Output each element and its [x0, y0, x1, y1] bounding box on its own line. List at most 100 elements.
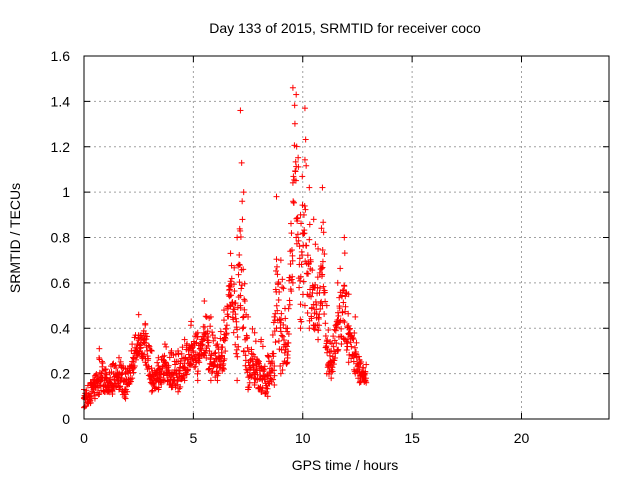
data-point: [241, 297, 248, 304]
data-point: [240, 347, 247, 354]
data-point: [258, 336, 265, 343]
data-point: [345, 310, 352, 317]
data-point: [236, 279, 243, 286]
data-point: [200, 336, 207, 343]
data-point: [241, 280, 248, 287]
x-tick-label: 5: [189, 430, 197, 446]
data-point: [319, 258, 326, 265]
data-point: [304, 270, 311, 277]
data-point: [122, 395, 129, 402]
data-point: [207, 377, 214, 384]
data-point: [306, 184, 313, 191]
data-point: [339, 287, 346, 294]
data-point: [238, 282, 245, 289]
data-point: [350, 358, 357, 365]
data-point: [264, 393, 271, 400]
data-point: [236, 261, 243, 268]
data-point: [293, 91, 300, 98]
data-point: [317, 285, 324, 292]
y-tick-label: 0.4: [51, 320, 71, 336]
data-point: [298, 261, 305, 268]
data-point: [295, 154, 302, 161]
data-point: [131, 363, 138, 370]
data-point: [269, 331, 276, 338]
data-point: [231, 264, 238, 271]
data-point: [234, 234, 241, 241]
data-point: [124, 388, 131, 395]
data-point: [175, 347, 182, 354]
data-point: [87, 400, 94, 407]
data-point: [127, 370, 134, 377]
data-point: [297, 211, 304, 218]
data-point: [221, 307, 227, 314]
data-point: [185, 366, 192, 373]
data-point: [333, 340, 340, 347]
data-point: [81, 403, 88, 410]
data-point: [293, 234, 300, 241]
data-point: [348, 343, 355, 350]
y-tick-label: 1.6: [51, 48, 71, 64]
data-point: [303, 162, 310, 169]
data-point: [217, 328, 224, 335]
data-point: [294, 215, 301, 222]
data-point: [278, 332, 285, 339]
data-point: [289, 273, 296, 280]
data-point: [323, 370, 330, 377]
data-point: [207, 323, 214, 330]
data-point: [345, 359, 352, 366]
data-point: [352, 348, 359, 355]
data-point: [285, 339, 292, 346]
data-point: [264, 352, 271, 359]
data-point: [291, 120, 298, 127]
data-point: [292, 177, 299, 184]
data-point: [309, 267, 316, 274]
y-tick-label: 0.2: [51, 366, 71, 382]
data-point: [161, 352, 168, 359]
data-point: [289, 279, 296, 286]
data-point: [308, 304, 315, 311]
data-point: [306, 236, 313, 243]
data-point: [234, 377, 241, 384]
y-tick-label: 0.8: [51, 230, 71, 246]
x-tick-label: 20: [514, 430, 530, 446]
data-point: [239, 314, 246, 321]
data-point: [279, 284, 286, 291]
data-point: [221, 355, 228, 362]
data-point: [284, 325, 291, 332]
data-point: [270, 350, 277, 357]
data-point: [285, 305, 292, 312]
data-point: [241, 306, 248, 313]
data-point: [205, 339, 212, 346]
y-tick-label: 1.2: [51, 139, 71, 155]
data-point: [357, 360, 364, 367]
data-point: [177, 367, 184, 374]
data-point: [188, 318, 195, 325]
y-tick-label: 0.6: [51, 275, 71, 291]
data-point: [296, 243, 303, 250]
data-point: [351, 329, 358, 336]
data-point: [142, 320, 149, 327]
data-point: [237, 227, 244, 234]
data-point: [329, 368, 336, 375]
data-point: [278, 310, 285, 317]
data-point: [148, 365, 155, 372]
data-point: [289, 179, 296, 186]
data-point: [251, 381, 258, 388]
data-point: [91, 395, 98, 402]
data-point: [334, 279, 341, 286]
data-point: [207, 313, 214, 320]
data-point: [239, 198, 246, 205]
data-point: [288, 220, 295, 227]
data-point: [267, 375, 274, 382]
data-point: [320, 219, 327, 226]
data-point: [234, 334, 241, 341]
data-point: [317, 305, 324, 312]
data-point: [201, 298, 208, 305]
data-point: [102, 366, 109, 373]
data-point: [87, 379, 94, 386]
data-point: [307, 286, 314, 293]
data-point: [142, 359, 149, 366]
data-point: [129, 375, 136, 382]
data-point: [275, 296, 282, 303]
data-point: [296, 255, 303, 262]
